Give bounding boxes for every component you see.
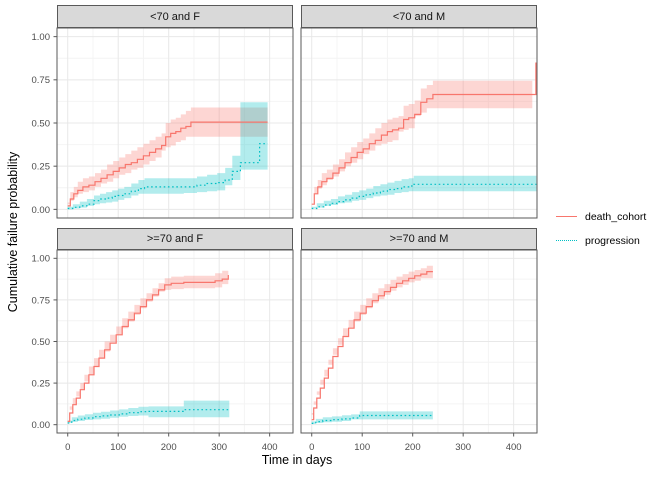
x-tick-label: 100 [110,442,126,453]
y-tick-label: 0.00 [32,205,51,216]
legend-label: death_cohort [585,210,647,223]
x-tick-label: 300 [211,442,227,453]
x-tick-label: 400 [262,442,278,453]
curve-death_cohort [311,62,537,205]
x-tick-label: 400 [506,442,522,453]
y-tick-label: 0.50 [32,337,51,348]
x-tick-label: 0 [309,442,314,453]
legend-item-death-cohort: death_cohort [556,209,646,224]
curve-progression [67,409,230,424]
death-cohort-line-swatch-icon [556,216,577,217]
panel-border [300,27,538,219]
panel-border [300,249,538,434]
x-axis-title: Time in days [261,453,333,467]
curve-death_cohort [67,121,268,207]
confidence-ribbon-death_cohort [311,265,433,423]
legend: death_cohort progression [556,209,646,257]
y-tick-label: 1.00 [32,254,51,265]
x-tick-label: 200 [161,442,177,453]
confidence-ribbon-progression [311,411,433,425]
confidence-ribbon-progression [67,102,268,210]
y-tick-label: 0.00 [32,420,51,431]
facet-panel [300,249,538,434]
curve-progression [67,143,268,210]
confidence-ribbon-death_cohort [67,107,268,209]
facet-panel [300,27,538,219]
confidence-ribbon-death_cohort [311,80,533,208]
y-axis-title: Cumulative failure probability [6,151,20,313]
confidence-ribbon-progression [311,175,537,210]
y-tick-label: 0.25 [32,162,51,173]
facet-panel [56,249,294,434]
curve-death_cohort [67,275,229,422]
legend-item-progression: progression [556,233,646,248]
x-tick-label: 100 [354,442,370,453]
y-tick-label: 0.75 [32,295,51,306]
facet-strip-lt70-f: <70 and F [57,5,293,28]
x-tick-label: 300 [455,442,471,453]
progression-line-swatch-icon [556,240,577,241]
legend-label: progression [585,234,640,247]
y-tick-label: 1.00 [32,32,51,43]
x-tick-label: 0 [65,442,70,453]
facet-panel [56,27,294,219]
curve-progression [311,414,433,424]
y-tick-label: 0.50 [32,118,51,129]
curve-death_cohort [311,271,433,421]
curve-progression [311,183,537,210]
facet-strip-ge70-f: >=70 and F [57,228,293,250]
confidence-ribbon-progression [67,400,230,425]
x-tick-label: 200 [405,442,421,453]
y-tick-label: 0.75 [32,75,51,86]
y-tick-label: 0.25 [32,378,51,389]
facet-strip-ge70-m: >=70 and M [301,228,537,250]
facet-strip-lt70-m: <70 and M [301,5,537,28]
